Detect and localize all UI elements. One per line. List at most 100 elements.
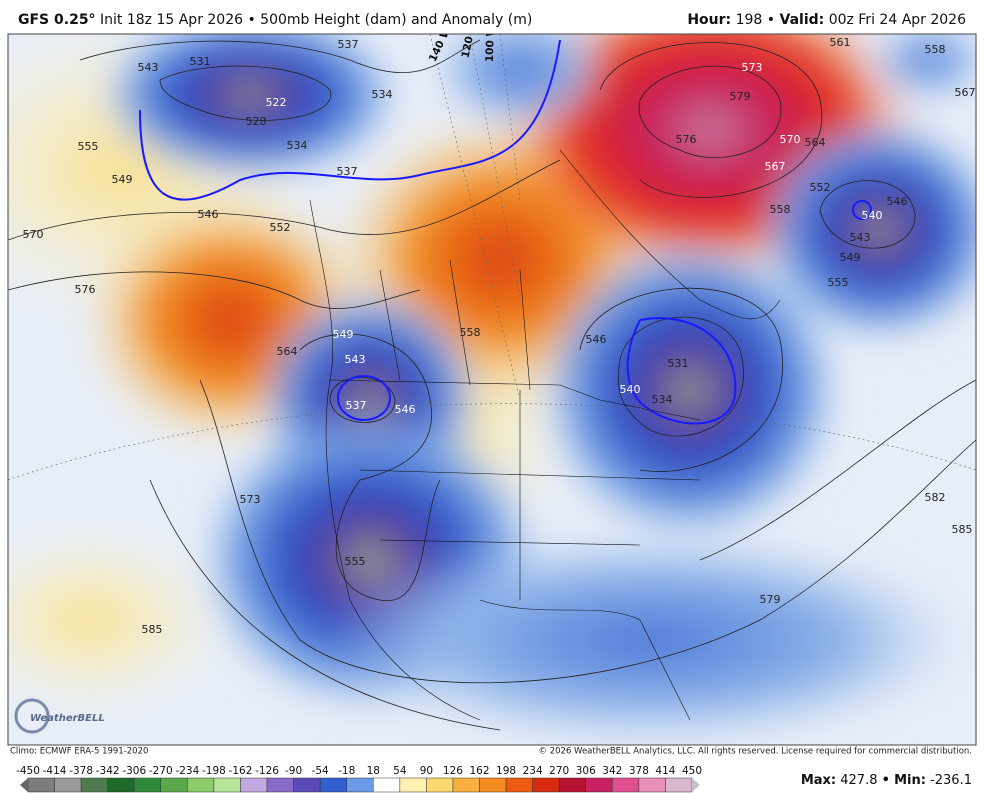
copyright: © 2026 WeatherBELL Analytics, LLC. All r…: [539, 747, 972, 757]
logo-text: WeatherBELL: [30, 713, 105, 724]
max-label: Max:: [801, 773, 836, 788]
max-value: 427.8: [840, 773, 877, 788]
colorbar-tick-label: -198: [202, 765, 226, 777]
contour-label: 534: [372, 88, 393, 101]
colorbar-tick-label: -306: [122, 765, 146, 777]
contour-label: 567: [765, 160, 786, 173]
colorbar-tick-label: 306: [576, 765, 596, 777]
colorbar-swatch: [107, 777, 135, 793]
longitude-label: 100 W: [484, 24, 497, 62]
colorbar-tick-label: -90: [285, 765, 302, 777]
colorbar-tick-label: -342: [96, 765, 120, 777]
contour-label: 552: [270, 221, 291, 234]
colorbar-tick-label: -162: [229, 765, 253, 777]
colorbar-swatch: [240, 777, 268, 793]
contour-label: 576: [75, 283, 96, 296]
colorbar-swatch: [133, 777, 162, 793]
contour-label: 531: [668, 357, 689, 370]
colorbar-swatch: [638, 777, 666, 793]
colorbar-tick-label: 342: [602, 765, 622, 777]
description: Init 18z 15 Apr 2026 • 500mb Height (dam…: [100, 12, 532, 28]
colorbar-swatch: [160, 777, 188, 793]
colorbar-end: [692, 778, 700, 792]
contour-label: 564: [277, 345, 298, 358]
contour-label: 555: [78, 140, 99, 153]
contour-label: 549: [112, 173, 133, 186]
colorbar-tick-label: 198: [496, 765, 516, 777]
colorbar-swatch: [665, 777, 693, 793]
colorbar-tick-label: 450: [682, 765, 702, 777]
hour-label: Hour:: [687, 12, 731, 28]
colorbar-swatch: [558, 777, 587, 793]
graticule: [8, 34, 976, 481]
colorbar-swatch: [187, 777, 215, 793]
contour-label: 585: [142, 623, 163, 636]
boundaries: [309, 149, 781, 721]
colorbar-end: [20, 778, 28, 792]
map-frame: [7, 33, 977, 746]
climo-note: Climo: ECMWF ERA-5 1991-2020: [10, 747, 148, 757]
colorbar-swatch: [373, 777, 401, 793]
colorbar-swatch: [532, 777, 560, 793]
contour-label: 546: [586, 333, 607, 346]
contour-label: 549: [840, 251, 861, 264]
colorbar-swatch: [479, 777, 507, 793]
map: 543 531 537 534 528 522 534 537 549 555 …: [8, 24, 976, 745]
separator: •: [767, 12, 775, 28]
valid-info: Hour: 198 • Valid: 00z Fri 24 Apr 2026: [687, 12, 966, 28]
colorbar-swatch: [293, 777, 321, 793]
contour-label: 558: [770, 203, 791, 216]
colorbar: -450 -414 -378 -342 -306 -270 -234 -198 -162 -126…: [16, 765, 702, 793]
colorbar-swatch: [54, 777, 82, 793]
colorbar-tick-label: 234: [523, 765, 543, 777]
contour-label: 570: [23, 228, 44, 241]
colorbar-tick-label: -414: [43, 765, 67, 777]
contour-label: 534: [652, 393, 673, 406]
colorbar-swatch: [452, 777, 480, 793]
reference-contours: [139, 39, 872, 425]
colorbar-tick-label: -270: [149, 765, 173, 777]
colorbar-tick-label: -126: [255, 765, 279, 777]
contour-label: 567: [955, 86, 976, 99]
contour-label: 537: [338, 38, 359, 51]
colorbar-tick-label: 378: [629, 765, 649, 777]
contour-label: 555: [828, 276, 849, 289]
separator: •: [882, 773, 890, 788]
colorbar-tick-label: 414: [655, 765, 675, 777]
contour-label: 555: [345, 555, 366, 568]
colorbar-tick-label: 90: [420, 765, 433, 777]
title: GFS 0.25° Init 18z 15 Apr 2026 • 500mb H…: [18, 12, 532, 28]
contour-label: 546: [198, 208, 219, 221]
contour-label: 540: [862, 209, 883, 222]
min-label: Min:: [894, 773, 926, 788]
colorbar-tick-label: 54: [393, 765, 407, 777]
valid-label: Valid:: [780, 12, 825, 28]
valid-value: 00z Fri 24 Apr 2026: [829, 12, 966, 28]
colorbar-tick-label: -234: [175, 765, 199, 777]
contour-label: 534: [287, 139, 308, 152]
contour-label: 558: [925, 43, 946, 56]
contour-label: 558: [460, 326, 481, 339]
contour-label: 549: [333, 328, 354, 341]
colorbar-tick-label: 270: [549, 765, 569, 777]
colorbar-tick-label: -450: [16, 765, 40, 777]
contour-label: 582: [925, 491, 946, 504]
colorbar-swatch: [213, 777, 241, 793]
colorbar-tick-label: 126: [443, 765, 463, 777]
header: GFS 0.25° Init 18z 15 Apr 2026 • 500mb H…: [18, 12, 966, 28]
colorbar-swatch: [399, 777, 427, 793]
colorbar-swatch: [266, 777, 294, 793]
colorbar-swatch: [505, 777, 533, 793]
colorbar-swatch: [80, 777, 108, 793]
min-value: -236.1: [930, 773, 972, 788]
contour-label: 546: [887, 195, 908, 208]
colorbar-swatch: [319, 777, 347, 793]
colorbar-swatch: [426, 777, 454, 793]
stats: Max: 427.8 • Min: -236.1: [801, 773, 972, 788]
colorbar-swatch: [612, 777, 640, 793]
colorbar-tick-label: -378: [69, 765, 93, 777]
contour-label: 543: [345, 353, 366, 366]
contour-label: 531: [190, 55, 211, 68]
